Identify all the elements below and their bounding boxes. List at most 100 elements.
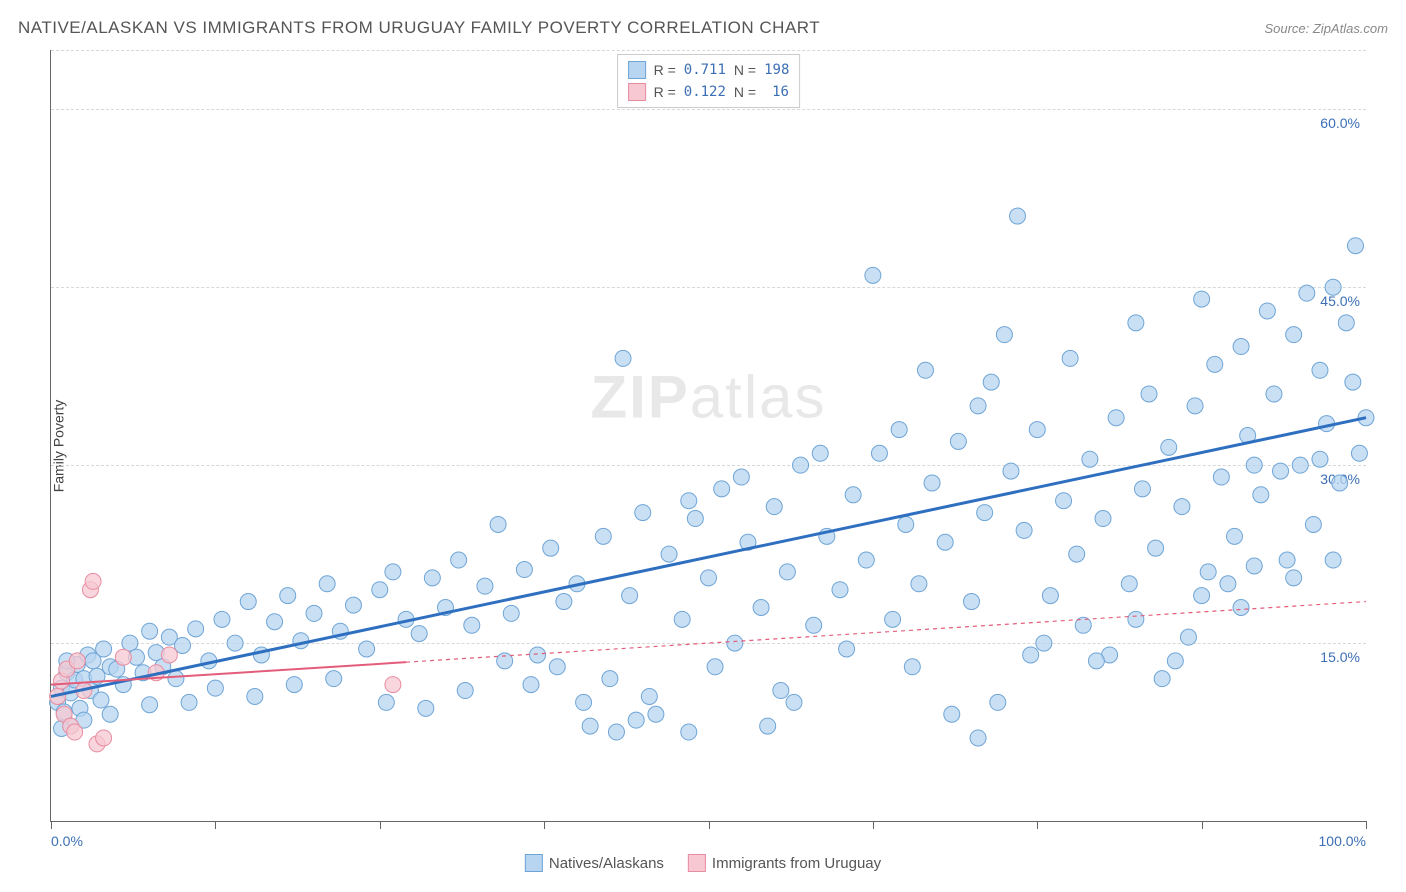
xtick bbox=[380, 821, 381, 829]
scatter-point bbox=[516, 562, 532, 578]
scatter-point bbox=[1213, 469, 1229, 485]
scatter-point bbox=[1299, 285, 1315, 301]
scatter-point bbox=[1312, 362, 1328, 378]
legend-correlation-box: R = 0.711 N = 198 R = 0.122 N = 16 bbox=[617, 54, 801, 108]
scatter-point bbox=[67, 724, 83, 740]
scatter-point bbox=[1036, 635, 1052, 651]
scatter-point bbox=[904, 659, 920, 675]
scatter-point bbox=[1016, 522, 1032, 538]
scatter-point bbox=[674, 611, 690, 627]
scatter-point bbox=[240, 594, 256, 610]
scatter-point bbox=[530, 647, 546, 663]
scatter-point bbox=[1253, 487, 1269, 503]
scatter-point bbox=[549, 659, 565, 675]
scatter-point bbox=[1259, 303, 1275, 319]
scatter-point bbox=[924, 475, 940, 491]
scatter-point bbox=[556, 594, 572, 610]
scatter-point bbox=[1095, 511, 1111, 527]
scatter-point bbox=[1167, 653, 1183, 669]
scatter-point bbox=[681, 493, 697, 509]
scatter-point bbox=[839, 641, 855, 657]
scatter-point bbox=[970, 730, 986, 746]
scatter-point bbox=[1108, 410, 1124, 426]
scatter-point bbox=[477, 578, 493, 594]
scatter-point bbox=[247, 688, 263, 704]
scatter-point bbox=[779, 564, 795, 580]
chart-svg bbox=[51, 50, 1366, 821]
scatter-point bbox=[1207, 356, 1223, 372]
scatter-point bbox=[1128, 315, 1144, 331]
scatter-point bbox=[1332, 475, 1348, 491]
scatter-point bbox=[1325, 279, 1341, 295]
scatter-point bbox=[983, 374, 999, 390]
scatter-point bbox=[1029, 422, 1045, 438]
scatter-point bbox=[996, 327, 1012, 343]
scatter-point bbox=[1187, 398, 1203, 414]
scatter-point bbox=[832, 582, 848, 598]
scatter-point bbox=[411, 626, 427, 642]
swatch-natives bbox=[525, 854, 543, 872]
scatter-point bbox=[576, 694, 592, 710]
xtick bbox=[215, 821, 216, 829]
scatter-point bbox=[115, 649, 131, 665]
scatter-point bbox=[1351, 445, 1367, 461]
swatch-series-1 bbox=[628, 61, 646, 79]
scatter-point bbox=[378, 694, 394, 710]
scatter-point bbox=[1069, 546, 1085, 562]
scatter-point bbox=[871, 445, 887, 461]
scatter-point bbox=[207, 680, 223, 696]
scatter-point bbox=[359, 641, 375, 657]
xtick-label: 0.0% bbox=[51, 833, 83, 849]
scatter-point bbox=[786, 694, 802, 710]
scatter-point bbox=[1200, 564, 1216, 580]
scatter-point bbox=[85, 573, 101, 589]
scatter-point bbox=[1227, 528, 1243, 544]
scatter-point bbox=[766, 499, 782, 515]
scatter-point bbox=[69, 653, 85, 669]
scatter-point bbox=[950, 433, 966, 449]
legend-item-immigrants: Immigrants from Uruguay bbox=[688, 854, 881, 872]
scatter-point bbox=[707, 659, 723, 675]
scatter-point bbox=[1141, 386, 1157, 402]
scatter-point bbox=[1312, 451, 1328, 467]
scatter-point bbox=[1233, 599, 1249, 615]
scatter-point bbox=[917, 362, 933, 378]
scatter-point bbox=[806, 617, 822, 633]
scatter-point bbox=[891, 422, 907, 438]
scatter-point bbox=[286, 677, 302, 693]
scatter-point bbox=[1042, 588, 1058, 604]
scatter-point bbox=[372, 582, 388, 598]
scatter-point bbox=[1148, 540, 1164, 556]
scatter-point bbox=[168, 671, 184, 687]
scatter-point bbox=[1292, 457, 1308, 473]
xtick bbox=[709, 821, 710, 829]
xtick bbox=[1202, 821, 1203, 829]
scatter-point bbox=[142, 697, 158, 713]
xtick bbox=[1366, 821, 1367, 829]
scatter-point bbox=[1121, 576, 1137, 592]
legend-item-natives: Natives/Alaskans bbox=[525, 854, 664, 872]
scatter-point bbox=[1279, 552, 1295, 568]
trend-line-solid bbox=[51, 418, 1366, 697]
scatter-point bbox=[1180, 629, 1196, 645]
scatter-point bbox=[1134, 481, 1150, 497]
legend-row-series-1: R = 0.711 N = 198 bbox=[628, 59, 790, 81]
scatter-point bbox=[648, 706, 664, 722]
scatter-point bbox=[418, 700, 434, 716]
scatter-point bbox=[944, 706, 960, 722]
scatter-point bbox=[595, 528, 611, 544]
scatter-point bbox=[385, 564, 401, 580]
xtick-label: 100.0% bbox=[1319, 833, 1366, 849]
scatter-point bbox=[1305, 516, 1321, 532]
scatter-point bbox=[1023, 647, 1039, 663]
scatter-point bbox=[760, 718, 776, 734]
scatter-point bbox=[1010, 208, 1026, 224]
scatter-point bbox=[964, 594, 980, 610]
scatter-point bbox=[319, 576, 335, 592]
scatter-point bbox=[582, 718, 598, 734]
scatter-point bbox=[523, 677, 539, 693]
scatter-point bbox=[885, 611, 901, 627]
scatter-point bbox=[543, 540, 559, 556]
source-text: Source: ZipAtlas.com bbox=[1264, 21, 1388, 36]
scatter-point bbox=[858, 552, 874, 568]
